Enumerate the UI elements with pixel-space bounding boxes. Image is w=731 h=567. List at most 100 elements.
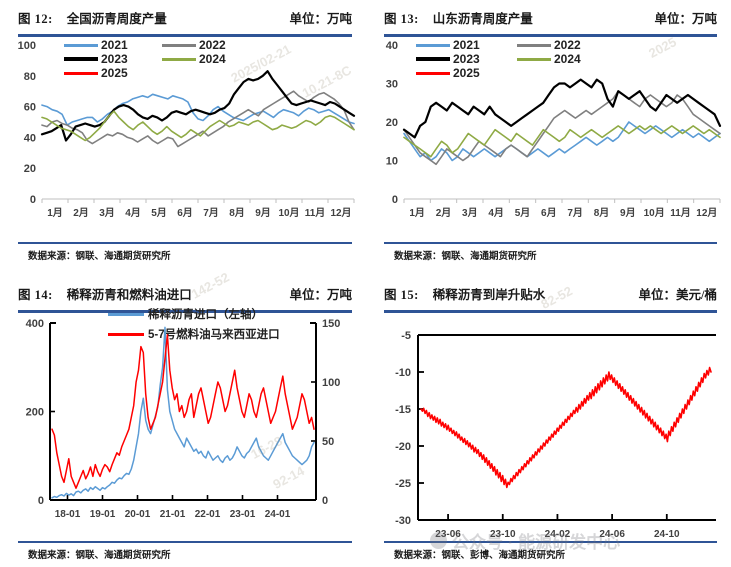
figure-15-source: 数据来源：钢联、彭博、海通期货研究所 <box>394 551 566 561</box>
svg-text:10月: 10月 <box>278 207 299 219</box>
svg-text:-5: -5 <box>401 330 411 342</box>
figure-panel-12: 图 12: 全国沥青周度产量 单位：万吨 2021 2022 2023 2024 <box>0 0 366 268</box>
legend-swatch-2025-icon <box>64 71 98 75</box>
legend-label-2021: 2021 <box>101 38 128 52</box>
figure-13-label: 图 13: <box>384 11 419 26</box>
svg-text:30: 30 <box>386 79 398 91</box>
svg-text:11月: 11月 <box>305 207 326 219</box>
svg-text:21-01: 21-01 <box>160 509 186 520</box>
legend-label-2022: 2022 <box>199 38 226 52</box>
figure-12-title: 全国沥青周度产量 <box>66 11 167 26</box>
svg-text:3月: 3月 <box>462 207 478 219</box>
legend-swatch-fueloil-icon <box>108 332 144 336</box>
svg-text:0: 0 <box>392 194 398 206</box>
figure-13-chart: 0 10 20 30 40 1月 2月 3月 4月 5月 6月 7月 8月 9月 10月 11月 12月 <box>386 40 722 219</box>
legend-item-2023: 2023 <box>64 52 156 66</box>
figure-15-label: 图 15: <box>384 287 419 302</box>
figure-13-footer-rule <box>384 242 717 244</box>
svg-text:0: 0 <box>30 194 36 206</box>
figure-13-header-rule <box>384 34 717 37</box>
svg-text:11月: 11月 <box>670 207 691 219</box>
svg-text:-15: -15 <box>395 404 411 416</box>
svg-text:1月: 1月 <box>409 207 425 219</box>
svg-text:40: 40 <box>24 132 36 144</box>
figure-12-footer: 数据来源：钢联、海通期货研究所 <box>18 242 352 262</box>
svg-text:2月: 2月 <box>436 207 452 219</box>
legend-item-2022: 2022 <box>162 38 254 52</box>
svg-text:60: 60 <box>24 102 36 114</box>
svg-text:5月: 5月 <box>151 207 167 219</box>
svg-text:50: 50 <box>322 436 334 448</box>
legend-label-fueloil-import: 5-7号燃料油马来西亚进口 <box>148 329 280 341</box>
figure-15-footer-rule <box>384 541 717 543</box>
figure-14-unit: 单位：万吨 <box>289 287 352 302</box>
svg-text:6月: 6月 <box>177 207 193 219</box>
svg-text:6月: 6月 <box>541 207 557 219</box>
svg-text:22-01: 22-01 <box>195 509 221 520</box>
figure-15-title: 稀释沥青到岸升贴水 <box>432 287 546 302</box>
figure-12-header-rule <box>18 34 352 37</box>
svg-text:-20: -20 <box>395 441 411 453</box>
figure-12-source: 数据来源：钢联、海通期货研究所 <box>28 252 171 262</box>
figure-14-footer-rule <box>18 541 352 543</box>
svg-text:23-01: 23-01 <box>230 509 256 520</box>
svg-text:-30: -30 <box>395 515 411 527</box>
svg-text:0: 0 <box>38 495 44 507</box>
svg-text:20: 20 <box>386 117 398 129</box>
figure-12-header: 图 12: 全国沥青周度产量 单位：万吨 <box>18 0 352 34</box>
figure-14-chart: 0 200 400 0 50 100 150 18-01 19-01 20-01 21-01 22-0… <box>26 318 341 520</box>
figure-15-header-rule <box>384 310 717 313</box>
svg-text:8月: 8月 <box>594 207 610 219</box>
figure-13-unit: 单位：万吨 <box>654 11 717 26</box>
legend-item-2022: 2022 <box>517 38 612 52</box>
legend-item-2025: 2025 <box>416 66 511 80</box>
svg-text:2月: 2月 <box>73 207 89 219</box>
figure-13-header: 图 13: 山东沥青周度产量 单位：万吨 <box>384 0 717 34</box>
svg-text:24-01: 24-01 <box>265 509 291 520</box>
figure-15-plot: -5 -10 -15 -20 -25 -30 23-06 23-10 24-02 24-06 24-… <box>374 327 723 552</box>
svg-text:4月: 4月 <box>125 207 141 219</box>
legend-swatch-2024-icon <box>162 57 196 61</box>
svg-text:10: 10 <box>386 156 398 168</box>
svg-text:10月: 10月 <box>644 207 665 219</box>
figure-14-legend: 稀释沥青进口（左轴） 5-7号燃料油马来西亚进口 <box>108 306 280 346</box>
legend-label-2023: 2023 <box>101 52 128 66</box>
svg-text:24-06: 24-06 <box>599 529 625 540</box>
legend-label-2021: 2021 <box>453 38 480 52</box>
figure-14-title: 稀释沥青和燃料油进口 <box>66 287 192 302</box>
svg-text:7月: 7月 <box>567 207 583 219</box>
legend-swatch-2022-icon <box>162 43 196 47</box>
figure-13-source: 数据来源：钢联、海通期货研究所 <box>394 252 537 262</box>
svg-text:80: 80 <box>24 71 36 83</box>
legend-item-2021: 2021 <box>64 38 156 52</box>
svg-text:1月: 1月 <box>47 207 63 219</box>
figure-14-label: 图 14: <box>18 287 53 302</box>
legend-label-2023: 2023 <box>453 52 480 66</box>
svg-text:400: 400 <box>26 318 44 330</box>
legend-label-2025: 2025 <box>101 66 128 80</box>
legend-item-2024: 2024 <box>162 52 254 66</box>
svg-text:7月: 7月 <box>203 207 219 219</box>
figure-14-source: 数据来源：钢联、海通期货研究所 <box>28 551 171 561</box>
svg-text:23-10: 23-10 <box>490 529 516 540</box>
figure-15-unit: 单位：美元/桶 <box>638 287 717 302</box>
svg-text:150: 150 <box>322 318 340 330</box>
figure-12-plot: 0 20 40 60 80 100 1月 2月 3月 4月 5月 6月 7月 8月 9月 10月 11月 12月 <box>8 39 358 229</box>
svg-text:8月: 8月 <box>229 207 245 219</box>
figure-15-footer: 数据来源：钢联、彭博、海通期货研究所 <box>384 541 717 561</box>
legend-item-2021: 2021 <box>416 38 511 52</box>
svg-text:100: 100 <box>18 40 36 52</box>
svg-text:9月: 9月 <box>620 207 636 219</box>
svg-text:4月: 4月 <box>488 207 504 219</box>
legend-swatch-2023-icon <box>64 57 98 61</box>
figure-12-chart: 0 20 40 60 80 100 1月 2月 3月 4月 5月 6月 7月 8月 9月 10月 11月 12月 <box>18 40 356 219</box>
legend-swatch-2021-icon <box>64 43 98 47</box>
legend-label-2024: 2024 <box>554 52 581 66</box>
legend-swatch-2025-icon <box>416 71 450 75</box>
svg-text:3月: 3月 <box>99 207 115 219</box>
figure-panel-14: 图 14: 稀释沥青和燃料油进口 单位：万吨 稀释沥青进口（左轴） 5-7号燃料… <box>0 268 366 567</box>
svg-text:20: 20 <box>24 163 36 175</box>
svg-text:24-10: 24-10 <box>654 529 680 540</box>
legend-swatch-2022-icon <box>517 43 551 47</box>
figure-12-unit: 单位：万吨 <box>289 11 352 26</box>
